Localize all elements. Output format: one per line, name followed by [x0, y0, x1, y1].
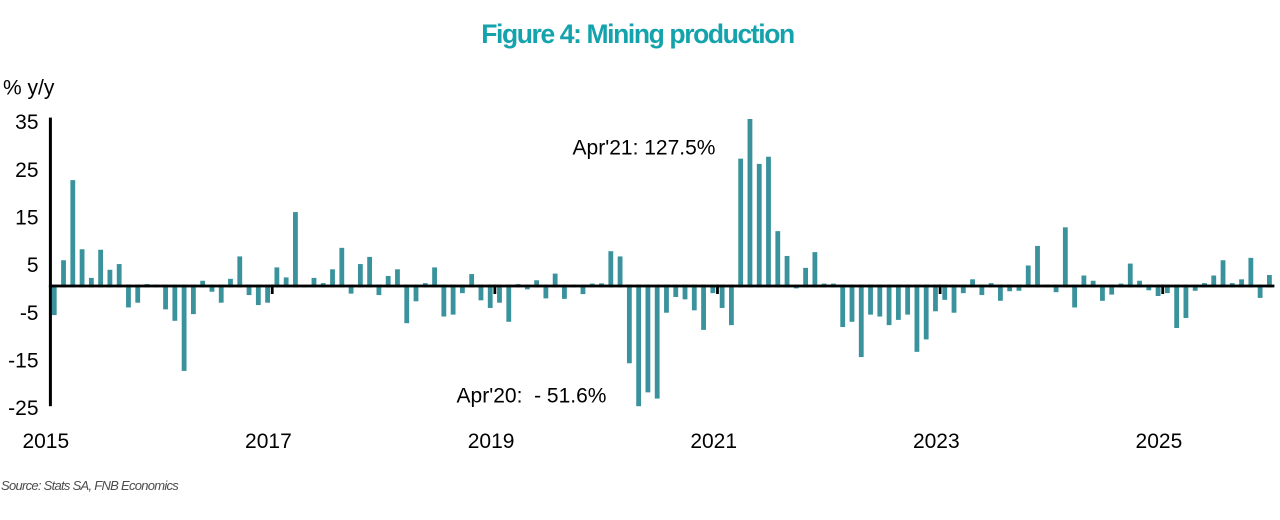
svg-text:Apr'20: - 51.6%: Apr'20: - 51.6%: [457, 384, 607, 407]
svg-text:2025: 2025: [1136, 430, 1183, 453]
svg-text:2023: 2023: [913, 430, 960, 453]
svg-text:% y/y: % y/y: [3, 77, 55, 100]
svg-text:25: 25: [15, 159, 38, 182]
svg-text:-15: -15: [8, 350, 38, 373]
svg-text:2019: 2019: [468, 430, 515, 453]
svg-text:-5: -5: [20, 302, 39, 325]
svg-text:35: 35: [15, 111, 38, 134]
svg-text:15: 15: [15, 206, 38, 229]
svg-text:5: 5: [27, 254, 39, 277]
svg-text:-25: -25: [8, 397, 38, 420]
svg-text:2015: 2015: [22, 430, 69, 453]
svg-text:2021: 2021: [690, 430, 737, 453]
svg-text:Apr'21: 127.5%: Apr'21: 127.5%: [573, 136, 716, 159]
svg-text:2017: 2017: [245, 430, 292, 453]
